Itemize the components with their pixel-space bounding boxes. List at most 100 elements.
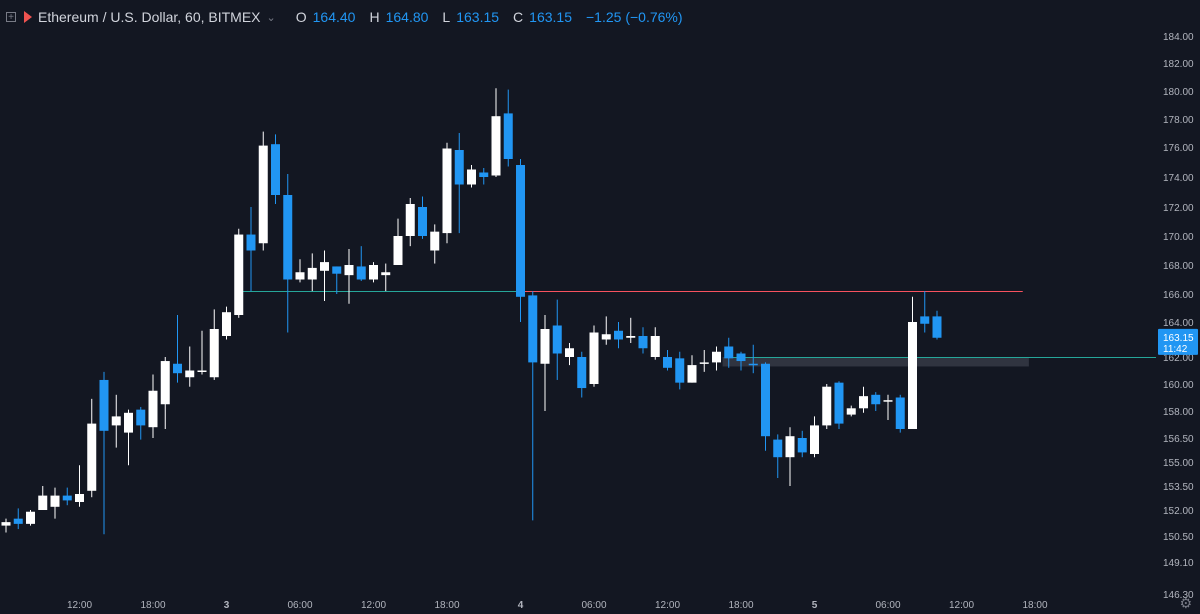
candle-body <box>785 436 795 458</box>
candle-body <box>883 400 893 402</box>
candle-body <box>724 346 734 359</box>
price-tick-label: 164.00 <box>1163 318 1194 329</box>
open-label: O <box>295 9 307 25</box>
price-tick-label: 156.50 <box>1163 434 1194 445</box>
candle-body <box>111 416 121 426</box>
price-tick-label: 149.10 <box>1163 558 1194 569</box>
candle-body <box>846 408 856 415</box>
price-tick-label: 182.00 <box>1163 59 1194 70</box>
candle <box>26 510 35 526</box>
candle <box>920 291 930 333</box>
candle <box>528 291 538 521</box>
candle <box>712 346 721 371</box>
candle-body <box>932 316 942 338</box>
candle <box>160 357 170 429</box>
candle <box>1 518 11 533</box>
close-value: 163.15 <box>529 9 572 25</box>
change-value: −1.25 (−0.76%) <box>586 9 683 25</box>
candle-body <box>650 336 660 357</box>
gear-icon[interactable]: ⚙ <box>1179 595 1192 611</box>
candle-body <box>320 262 329 271</box>
candle-body <box>467 169 476 185</box>
candle <box>148 374 158 438</box>
candle <box>332 266 342 294</box>
price-tick-label: 160.00 <box>1163 380 1194 391</box>
candle <box>687 355 697 383</box>
candle-body <box>577 357 587 389</box>
candle-body <box>871 394 881 405</box>
candle-body <box>528 295 538 363</box>
candle <box>540 315 550 411</box>
candle-body <box>614 330 623 340</box>
candle <box>577 351 587 398</box>
bitmex-flag-icon <box>24 11 32 23</box>
candle-body <box>626 336 636 338</box>
candle-body <box>565 348 574 357</box>
candle-body <box>503 113 513 159</box>
candle <box>871 392 881 411</box>
candle-body <box>430 231 440 251</box>
candle <box>601 316 611 345</box>
price-tick-label: 172.00 <box>1163 203 1194 214</box>
candle <box>895 394 905 433</box>
chevron-down-icon[interactable]: ⌄ <box>266 11 276 24</box>
candle-body <box>393 236 403 265</box>
candle-body <box>748 363 758 366</box>
time-tick-label: 12:00 <box>655 600 680 611</box>
candle-body <box>540 329 550 364</box>
candle-body <box>356 266 366 280</box>
candles-layer <box>1 88 942 535</box>
symbol-title[interactable]: Ethereum / U.S. Dollar, 60, BITMEX <box>38 9 261 25</box>
candle <box>418 196 427 239</box>
candle-body <box>895 397 905 429</box>
candle <box>699 350 709 372</box>
candle <box>626 317 636 343</box>
candle-body <box>1 522 11 526</box>
candle <box>442 142 452 244</box>
time-tick-label: 3 <box>224 600 230 611</box>
price-tick-label: 176.00 <box>1163 143 1194 154</box>
candle <box>99 371 109 535</box>
support-zone <box>722 357 1029 367</box>
candle <box>173 315 182 383</box>
support-zone-layer <box>722 357 1029 367</box>
high-value: 164.80 <box>385 9 429 25</box>
time-tick-label: 06:00 <box>581 600 606 611</box>
candle-body <box>148 390 158 428</box>
price-tick-label: 178.00 <box>1163 115 1194 126</box>
candle <box>467 165 476 188</box>
candle <box>320 250 329 301</box>
candle <box>724 337 734 368</box>
candle <box>736 351 746 371</box>
candle-body <box>773 439 783 458</box>
candle <box>785 427 795 486</box>
candle <box>234 228 244 318</box>
candle-body <box>712 351 721 363</box>
candle-body <box>26 511 35 524</box>
candle <box>663 350 672 371</box>
candle <box>846 405 856 417</box>
candle-body <box>13 518 23 524</box>
current-price-tag <box>1158 328 1198 355</box>
candle <box>797 430 807 458</box>
candle-body <box>246 234 256 251</box>
candle-body <box>99 379 109 431</box>
candle <box>810 416 819 458</box>
candle-body <box>859 396 868 409</box>
candle-body <box>920 316 930 324</box>
candle-body <box>197 370 207 372</box>
candle-body <box>405 204 415 236</box>
time-tick-label: 12:00 <box>949 600 974 611</box>
collapse-icon[interactable]: + <box>6 12 16 23</box>
time-tick-label: 12:00 <box>67 600 92 611</box>
candle <box>258 131 268 251</box>
candle <box>834 381 844 429</box>
candle-body <box>797 438 807 453</box>
candle-body <box>173 363 182 374</box>
candle-body <box>295 272 305 280</box>
candle <box>369 262 378 283</box>
candle <box>773 434 783 478</box>
candle <box>638 327 648 354</box>
candle-body <box>418 207 427 236</box>
